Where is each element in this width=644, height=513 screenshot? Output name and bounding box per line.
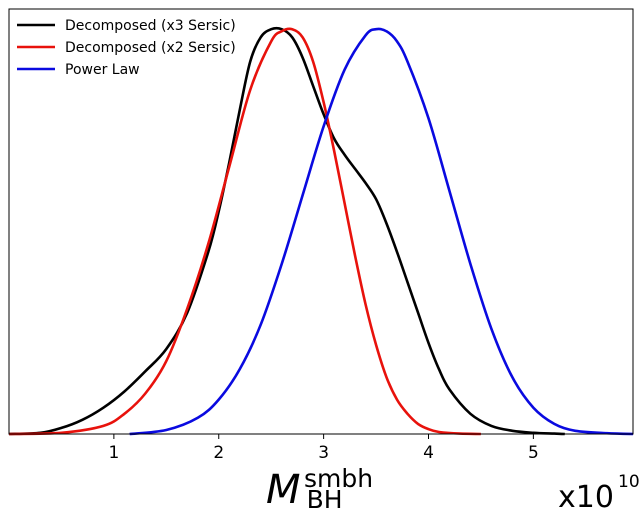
x-tick-label: 1 [108,443,119,463]
legend-label-3: Power Law [65,62,140,78]
legend-label-2: Decomposed (x2 Sersic) [65,40,236,56]
legend-label-1: Decomposed (x3 Sersic) [65,18,236,34]
series-line-2 [8,27,481,436]
x-axis-label-main: M [266,467,301,513]
plot-frame [8,8,634,435]
x-axis-label: M BH [266,467,343,513]
series-line-1 [8,26,565,436]
x-tick-label: 5 [528,443,539,463]
x-axis-offset: x10 [558,480,614,513]
x-tick-label: 3 [318,443,329,463]
x-axis-offset-base: x10 [558,480,614,513]
x-axis-ticks: 1 2 3 4 5 [108,434,539,463]
x-tick-label: 4 [423,443,434,463]
legend: Decomposed (x3 Sersic) Decomposed (x2 Ser… [17,18,236,78]
x-tick-label: 2 [213,443,224,463]
series-lines [8,26,634,436]
x-axis-offset-exp: 10 [618,472,640,492]
x-axis-label-sub: BH [307,485,343,513]
series-line-3 [129,27,634,436]
x-axis-label-sup: smbh [304,464,373,493]
